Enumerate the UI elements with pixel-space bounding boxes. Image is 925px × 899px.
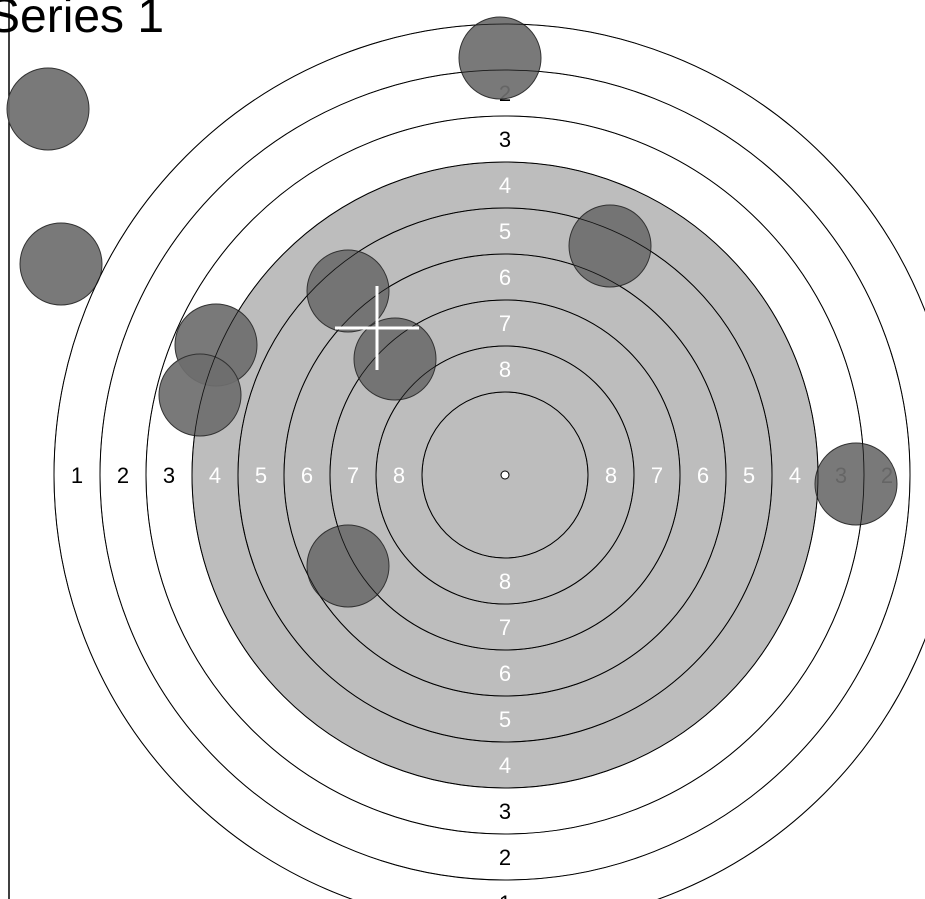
ring-label-2-bottom: 2 — [499, 845, 511, 870]
ring-label-6-bottom: 6 — [499, 661, 511, 686]
ring-label-8-top: 8 — [499, 357, 511, 382]
ring-label-3-bottom: 3 — [499, 799, 511, 824]
ring-10-center — [500, 470, 510, 480]
ring-overlay-7 — [329, 299, 681, 651]
ring-label-2-left: 2 — [117, 463, 129, 488]
ring-label-5-left: 5 — [255, 463, 267, 488]
ring-label-5-bottom: 5 — [499, 707, 511, 732]
ring-overlay-4 — [191, 161, 819, 789]
ring-overlay-2 — [99, 69, 911, 881]
ring-label-6-right: 6 — [697, 463, 709, 488]
page-title: Series 1 — [0, 0, 164, 43]
ring-label-5-right: 5 — [743, 463, 755, 488]
ring-overlay-6 — [283, 253, 727, 697]
ring-label-6-top: 6 — [499, 265, 511, 290]
ring-label-6-left: 6 — [301, 463, 313, 488]
ring-label-1-left: 1 — [71, 463, 83, 488]
ring-label-4-right: 4 — [789, 463, 801, 488]
ring-overlay-5 — [237, 207, 773, 743]
ring-overlay-8 — [375, 345, 635, 605]
ring-label-5-top: 5 — [499, 219, 511, 244]
ring-label-8-right: 8 — [605, 463, 617, 488]
ring-label-4-bottom: 4 — [499, 753, 511, 778]
shot-hole-10 — [306, 524, 390, 608]
ring-label-8-bottom: 8 — [499, 569, 511, 594]
ring-label-7-top: 7 — [499, 311, 511, 336]
shot-hole-6 — [353, 317, 437, 401]
shot-hole-4 — [568, 204, 652, 288]
ring-label-4-top: 4 — [499, 173, 511, 198]
shot-hole-2 — [6, 67, 90, 151]
shot-hole-3 — [19, 222, 103, 306]
mean-point-of-impact-marker — [335, 286, 419, 370]
ring-overlay-3 — [145, 115, 865, 835]
target-rings — [53, 23, 925, 899]
shot-holes — [6, 16, 925, 899]
ring-label-3-left: 3 — [163, 463, 175, 488]
ring-label-7-right: 7 — [651, 463, 663, 488]
ring-overlay-1 — [53, 23, 925, 899]
shot-hole-5 — [306, 249, 390, 333]
shot-hole-9 — [814, 442, 898, 526]
ring-label-3-top: 3 — [499, 127, 511, 152]
shot-hole-8 — [158, 353, 242, 437]
ring-label-7-left: 7 — [347, 463, 359, 488]
ring-label-1-bottom: 1 — [499, 891, 511, 899]
ring-label-8-left: 8 — [393, 463, 405, 488]
ring-label-4-left: 4 — [209, 463, 221, 488]
ring-overlay-9 — [421, 391, 589, 559]
shot-hole-1 — [458, 16, 542, 100]
ring-label-7-bottom: 7 — [499, 615, 511, 640]
